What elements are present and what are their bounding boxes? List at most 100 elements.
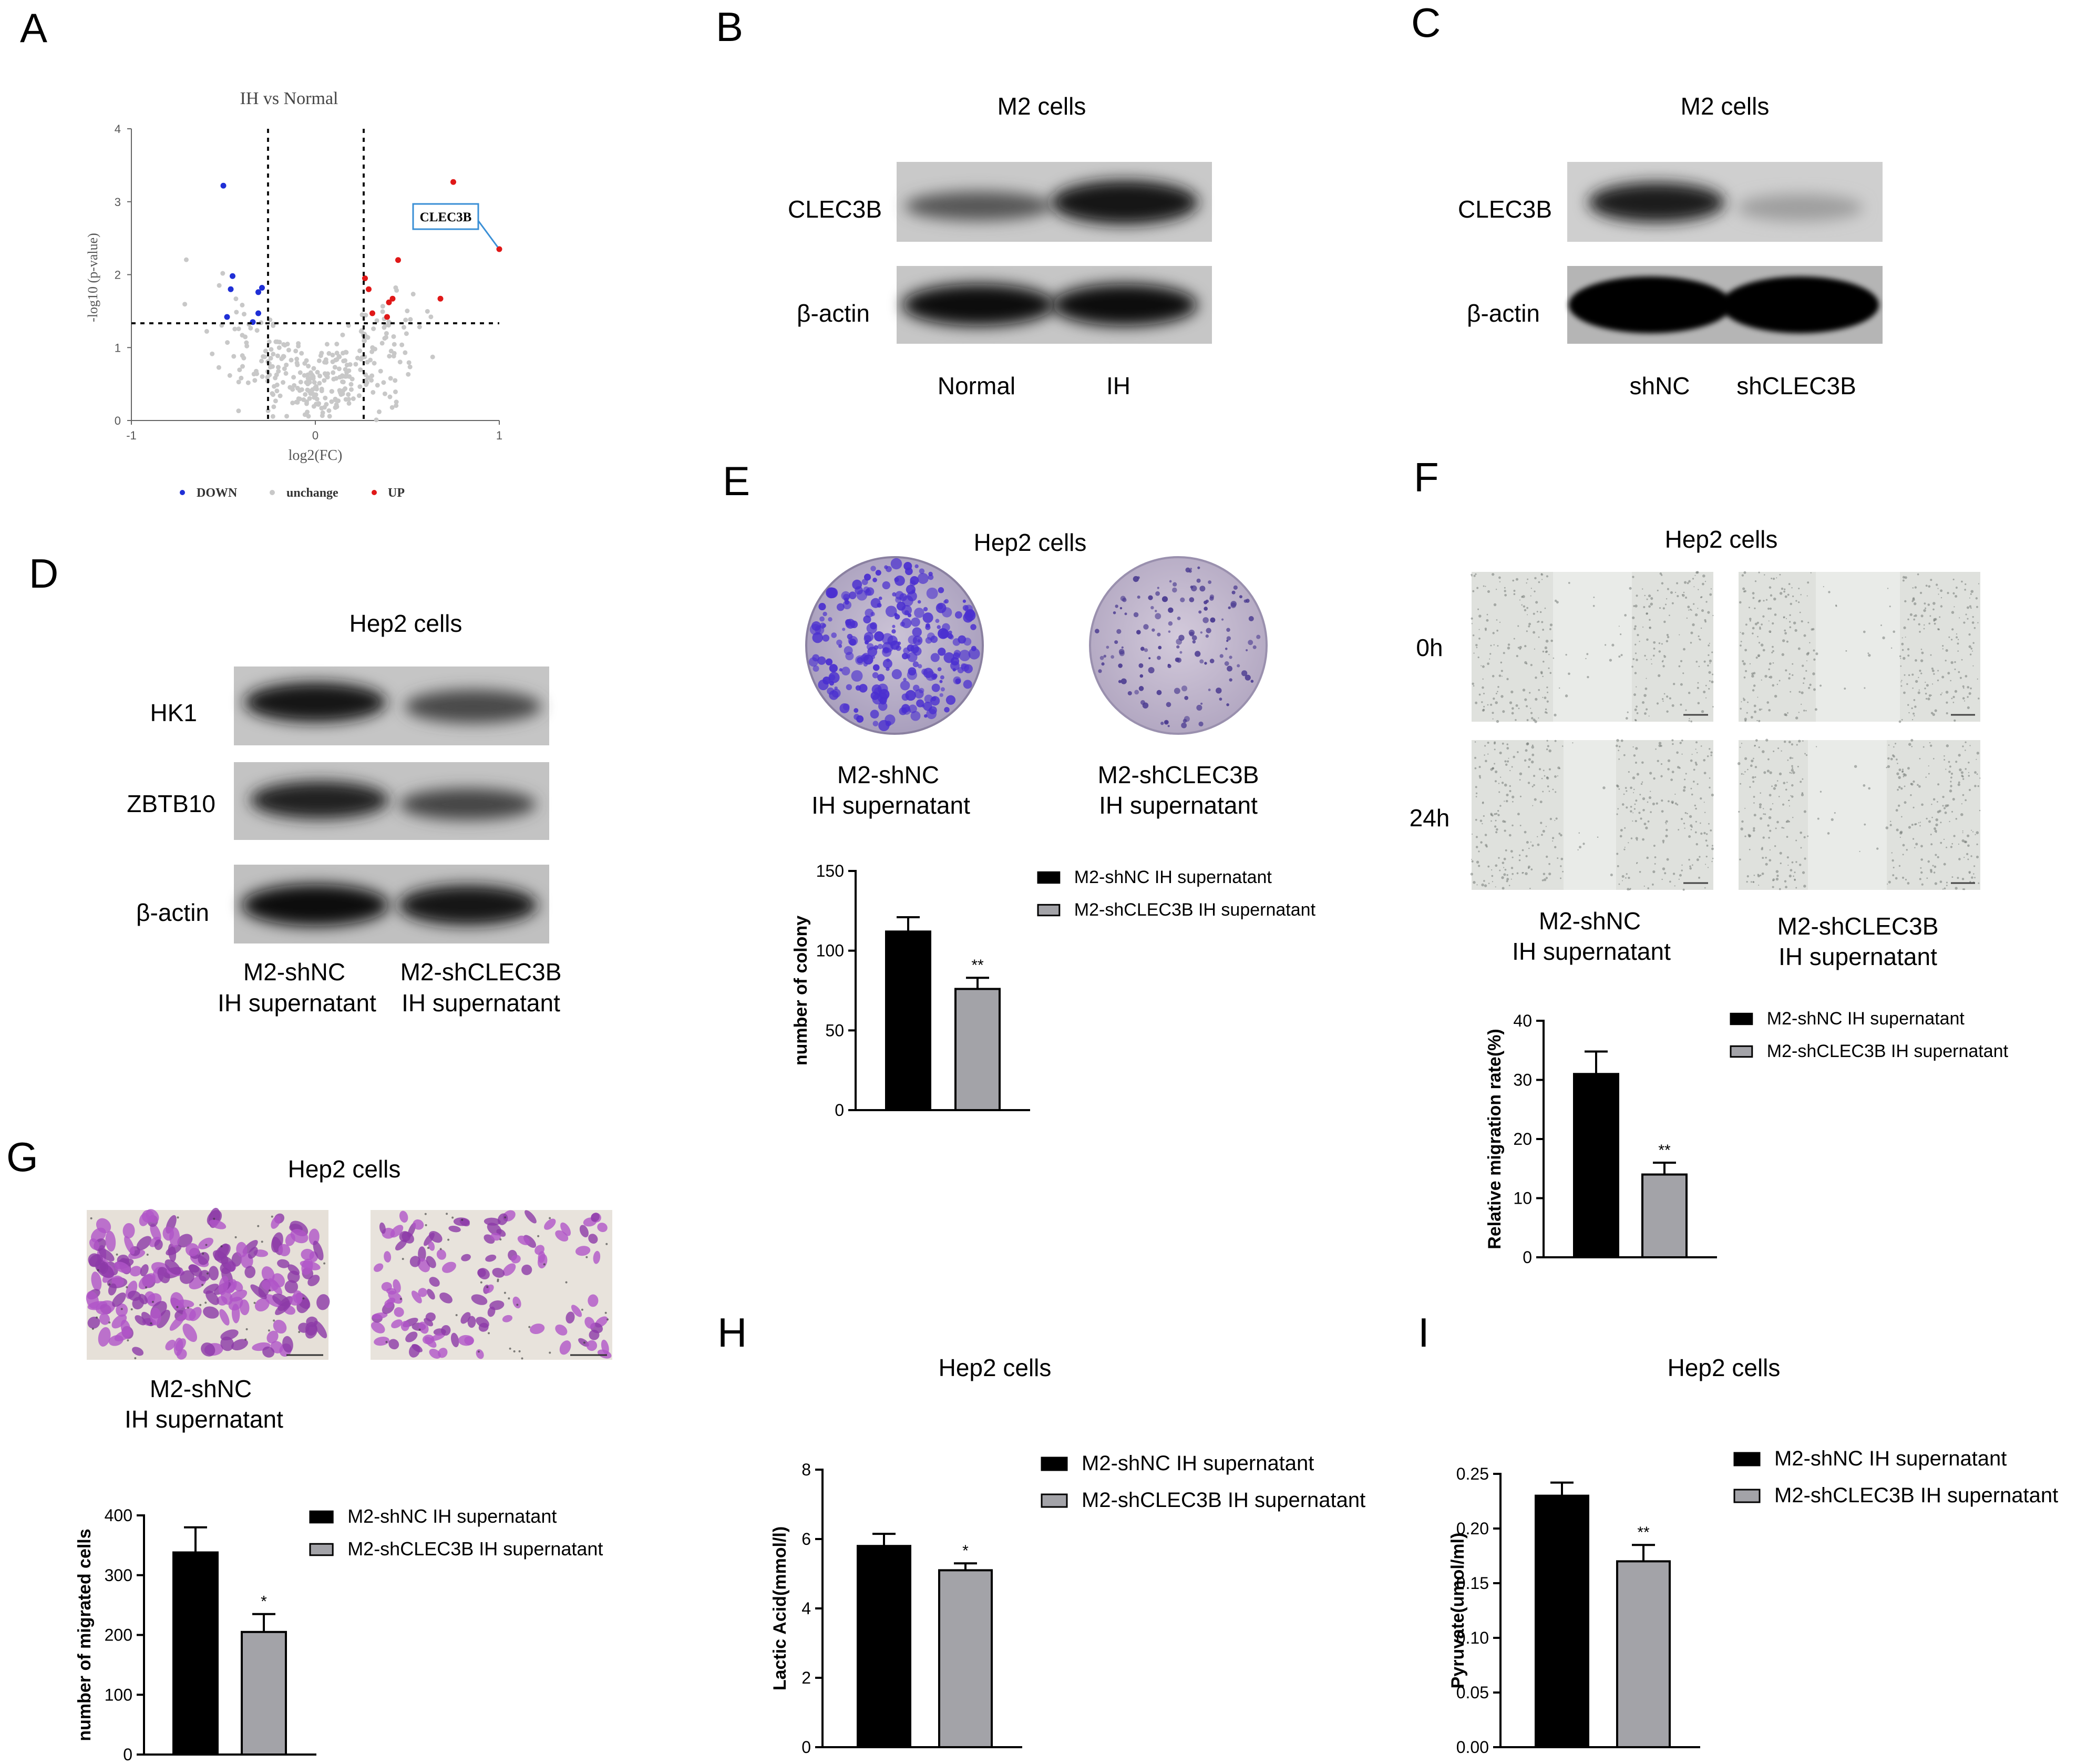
stained-cell (584, 1317, 595, 1329)
speckle-dot (1795, 861, 1797, 863)
colony (813, 665, 819, 672)
speckle-dot (1776, 780, 1778, 782)
colony (872, 672, 879, 679)
speckle-dot (1748, 607, 1750, 609)
speckle-dot (1706, 844, 1709, 847)
speckle-dot (1499, 751, 1502, 755)
volcano-point-unchange (344, 363, 349, 368)
stained-cell (198, 1237, 213, 1249)
speckle-dot (1772, 886, 1774, 888)
volcano-point-up (437, 295, 444, 302)
speckle-dot (1682, 789, 1685, 792)
speckle-dot (1806, 660, 1808, 662)
speckle-dot (1678, 665, 1681, 668)
colony-dots-shclec3b (1095, 566, 1261, 729)
speckle-dot (1478, 850, 1480, 853)
speckle-dot (1637, 633, 1639, 637)
speckle-dot (1792, 767, 1794, 769)
speckle-dot (1624, 846, 1626, 848)
stained-cell (282, 1336, 293, 1353)
speckle-dot (1495, 831, 1498, 834)
volcano-point-unchange (273, 339, 279, 344)
colony (1237, 664, 1240, 668)
speckle-dot (1690, 631, 1693, 634)
colony (856, 715, 864, 723)
speckle-dot (1471, 573, 1473, 576)
speckle-dot (1552, 788, 1554, 791)
clec3b-callout-label: CLEC3B (420, 210, 472, 224)
volcano-point-unchange (236, 326, 241, 332)
colony (923, 668, 934, 679)
speckle-dot (1515, 704, 1518, 707)
speckle-dot (1863, 784, 1866, 787)
speckle-dot (1946, 701, 1948, 704)
speckle-dot (1587, 675, 1589, 679)
colony (829, 664, 838, 673)
speckle-dot (1951, 876, 1954, 878)
volcano-point-unchange (271, 352, 276, 357)
speckle-dot (1749, 620, 1752, 622)
speckle-dot (1650, 597, 1653, 600)
speckle-dot (1670, 591, 1673, 594)
colony (812, 632, 823, 643)
speckle-dot (1781, 750, 1782, 752)
scratch-image-shnc-0h (1471, 571, 1714, 723)
speckle-dot (1914, 705, 1917, 708)
speckle-dot (1934, 709, 1937, 712)
speckle-dot (1620, 739, 1623, 742)
speckle-dot (1770, 631, 1771, 633)
cell-speckle (1470, 739, 1714, 891)
bar-shnc (885, 930, 931, 1112)
membrane-pore (116, 1253, 118, 1256)
speckle-dot (1526, 630, 1528, 632)
speckle-dot (1949, 789, 1952, 793)
speckle-dot (1670, 778, 1673, 782)
speckle-dot (1801, 620, 1803, 623)
speckle-dot (1882, 636, 1885, 640)
volcano-point-unchange (357, 384, 363, 389)
stained-cell (293, 1290, 303, 1304)
volcano-point-unchange (182, 302, 188, 307)
speckle-dot (1660, 775, 1663, 777)
speckle-dot (1662, 839, 1665, 843)
speckle-dot (1610, 874, 1613, 877)
colony (1184, 716, 1190, 722)
membrane-pore (245, 1328, 248, 1330)
speckle-dot (1956, 633, 1958, 635)
speckle-dot (1970, 593, 1972, 595)
volcano-point-unchange (296, 343, 301, 348)
lane-label-shclec3b: shCLEC3B (1736, 372, 1856, 399)
speckle-dot (1760, 817, 1763, 820)
stained-cell (300, 1260, 321, 1270)
colony (1143, 624, 1149, 630)
speckle-dot (1900, 665, 1902, 667)
speckle-dot (1758, 720, 1761, 722)
speckle-dot (1530, 595, 1531, 597)
speckle-dot (1565, 654, 1567, 656)
speckle-dot (1689, 867, 1692, 870)
speckle-dot (1497, 645, 1499, 647)
speckle-dot (1477, 608, 1479, 610)
stained-cell (105, 1230, 116, 1252)
speckle-dot (1697, 608, 1699, 609)
bar-shclec3b (954, 988, 1001, 1112)
colony (870, 710, 879, 719)
speckle-dot (1940, 597, 1942, 599)
speckle-dot (1689, 608, 1692, 611)
speckle-dot (1711, 845, 1714, 847)
speckle-dot (1579, 846, 1582, 849)
speckle-dot (1542, 829, 1545, 833)
colony (1229, 678, 1232, 682)
speckle-dot (1741, 632, 1744, 635)
speckle-dot (1586, 653, 1589, 655)
membrane-pore (268, 1329, 270, 1332)
speckle-dot (1967, 686, 1970, 689)
speckle-dot (1893, 746, 1895, 748)
speckle-dot (1898, 804, 1900, 807)
speckle-dot (1768, 709, 1771, 712)
speckle-dot (1650, 791, 1651, 792)
colony (845, 600, 849, 605)
speckle-dot (1700, 745, 1702, 747)
speckle-dot (1758, 746, 1760, 748)
speckle-dot (1527, 782, 1530, 784)
